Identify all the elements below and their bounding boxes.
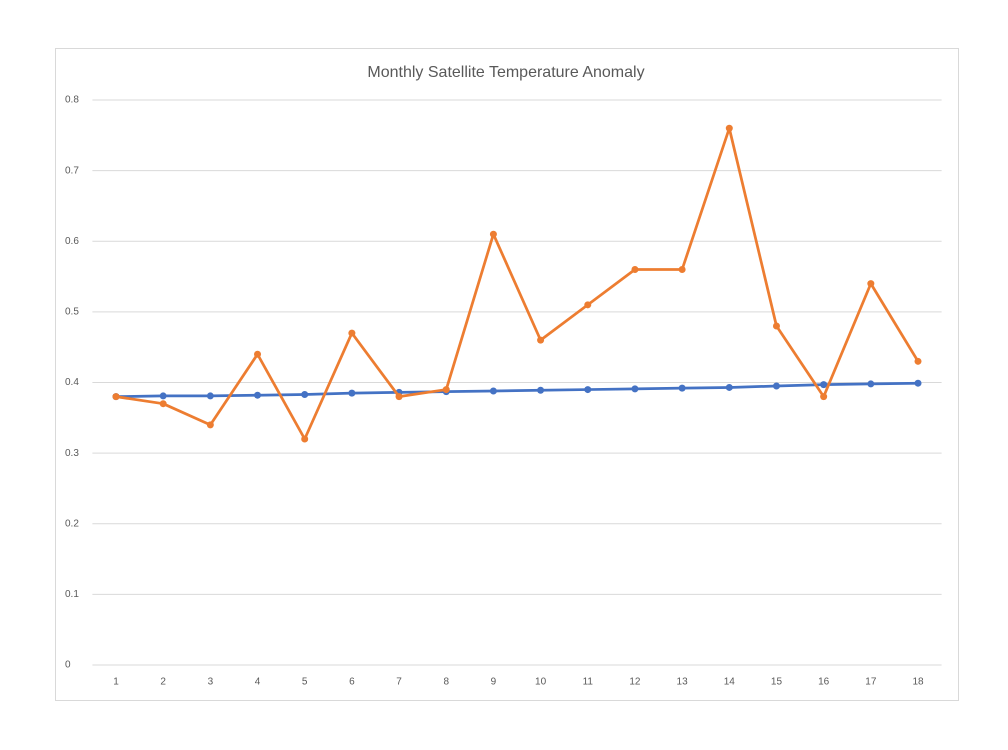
x-tick-label: 12 — [629, 677, 641, 688]
data-point — [584, 301, 592, 309]
x-tick-label: 15 — [771, 677, 783, 688]
x-tick-label: 14 — [724, 677, 736, 688]
data-point — [159, 400, 167, 408]
data-point — [159, 392, 167, 400]
y-tick-label: 0.5 — [65, 307, 79, 318]
x-tick-label: 7 — [396, 677, 402, 688]
data-point — [254, 391, 262, 399]
data-point — [867, 280, 875, 288]
data-point — [348, 329, 356, 337]
data-point — [725, 383, 733, 391]
x-tick-label: 1 — [113, 677, 119, 688]
x-tick-label: 4 — [255, 677, 261, 688]
data-point — [678, 384, 686, 392]
data-point — [725, 124, 733, 132]
series-line — [115, 126, 920, 441]
x-tick-label: 3 — [208, 677, 214, 688]
data-point — [206, 392, 214, 400]
x-tick-label: 18 — [912, 677, 924, 688]
data-point — [537, 386, 545, 394]
y-tick-label: 0.3 — [65, 448, 79, 459]
data-point — [301, 435, 309, 443]
data-point — [867, 380, 875, 388]
data-point — [820, 393, 828, 401]
data-point — [489, 230, 497, 238]
x-tick-label: 9 — [491, 677, 497, 688]
data-point — [301, 391, 309, 399]
data-point — [112, 393, 120, 401]
data-point — [584, 386, 592, 394]
y-tick-label: 0.1 — [65, 589, 79, 600]
data-point — [489, 387, 497, 395]
chart-frame — [55, 48, 959, 701]
data-point — [348, 389, 356, 397]
data-point — [772, 382, 780, 390]
series-line — [115, 381, 919, 398]
data-point — [442, 386, 450, 394]
data-point — [631, 385, 639, 393]
y-tick-label: 0.2 — [65, 518, 79, 529]
x-tick-label: 13 — [677, 677, 689, 688]
data-point — [206, 421, 214, 429]
data-point — [631, 266, 639, 273]
x-tick-label: 8 — [443, 677, 449, 688]
x-tick-label: 16 — [818, 677, 830, 688]
y-tick-label: 0.8 — [65, 95, 79, 106]
y-tick-label: 0.6 — [65, 236, 79, 247]
data-point — [395, 393, 403, 401]
x-tick-label: 11 — [583, 677, 594, 688]
x-tick-label: 10 — [535, 677, 547, 688]
x-tick-label: 2 — [160, 677, 166, 688]
data-point — [914, 379, 922, 387]
data-point — [820, 381, 828, 389]
x-tick-label: 6 — [349, 677, 355, 688]
x-tick-label: 17 — [865, 677, 877, 688]
y-tick-label: 0.7 — [65, 165, 79, 176]
chart-title: Monthly Satellite Temperature Anomaly — [367, 64, 644, 81]
data-point — [254, 350, 262, 358]
y-tick-label: 0.4 — [65, 377, 79, 388]
data-point — [914, 357, 922, 365]
y-tick-label: 0 — [65, 660, 71, 671]
data-point — [678, 266, 686, 273]
data-point — [537, 336, 545, 344]
data-point — [772, 322, 780, 330]
x-tick-label: 5 — [302, 677, 308, 688]
